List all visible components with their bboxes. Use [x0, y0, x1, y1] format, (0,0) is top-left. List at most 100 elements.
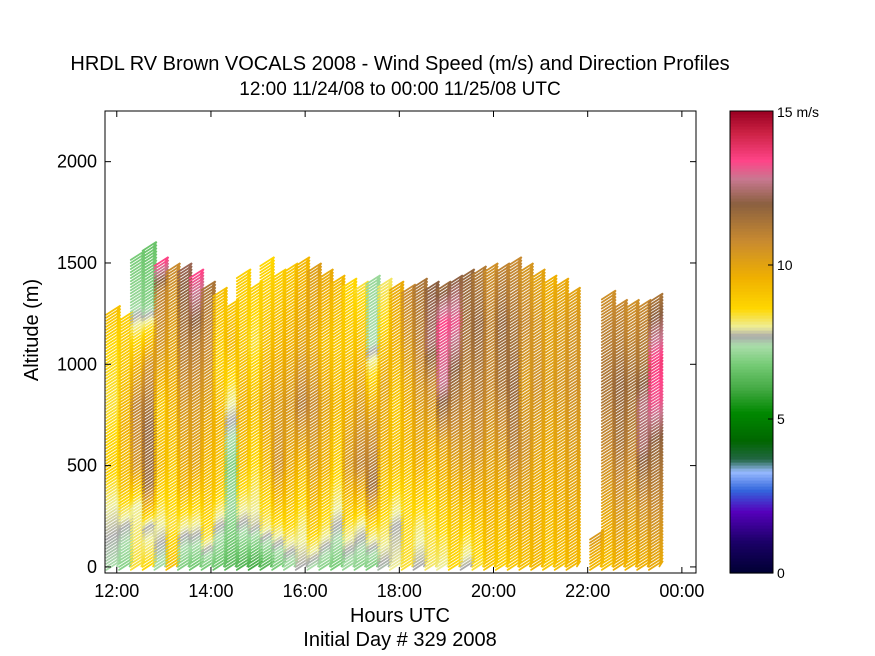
- wind-barb: [565, 529, 582, 541]
- wind-barb: [648, 295, 664, 307]
- wind-barb: [565, 560, 582, 571]
- colorbar-band: [730, 501, 773, 505]
- wind-barb: [648, 493, 664, 504]
- wind-barb: [530, 274, 546, 286]
- x-tick-label: 18:00: [377, 581, 422, 601]
- wind-barb: [565, 487, 582, 498]
- colorbar-band: [730, 390, 773, 394]
- wind-barb: [565, 310, 582, 322]
- wind-barb: [648, 484, 664, 495]
- wind-barb: [565, 490, 582, 501]
- wind-barb: [506, 262, 523, 273]
- wind-barb: [565, 520, 582, 532]
- colorbar-band: [730, 540, 773, 544]
- colorbar-band: [730, 252, 773, 256]
- wind-barb: [648, 453, 664, 465]
- colorbar-band: [730, 315, 773, 319]
- wind-barb: [565, 481, 582, 492]
- colorbar-band: [730, 351, 773, 355]
- wind-barb: [259, 268, 276, 279]
- colorbar-band: [730, 564, 773, 568]
- wind-barb: [188, 277, 205, 289]
- wind-barb: [105, 304, 122, 316]
- colorbar-band: [730, 462, 773, 466]
- wind-barb: [648, 307, 664, 319]
- wind-profile: [506, 256, 523, 571]
- wind-barb: [648, 399, 664, 410]
- wind-barb: [105, 317, 122, 328]
- wind-barb: [648, 548, 664, 559]
- colorbar-band: [730, 174, 773, 178]
- wind-barb: [612, 298, 629, 310]
- wind-barb: [648, 338, 664, 349]
- wind-barb: [318, 268, 334, 279]
- wind-barb: [212, 295, 229, 307]
- wind-barb: [600, 298, 617, 310]
- wind-barb: [318, 277, 334, 289]
- wind-barb: [648, 435, 664, 447]
- wind-barb: [648, 554, 664, 565]
- wind-barb: [565, 484, 582, 495]
- wind-barb: [565, 286, 582, 298]
- wind-barb: [565, 350, 582, 362]
- wind-barb: [648, 508, 664, 520]
- colorbar-band: [730, 243, 773, 247]
- colorbar-band: [730, 294, 773, 298]
- colorbar-band: [730, 453, 773, 457]
- colorbar-band: [730, 276, 773, 280]
- colorbar-band: [730, 384, 773, 388]
- wind-barb: [565, 475, 582, 486]
- colorbar-band: [730, 405, 773, 409]
- colorbar-band: [730, 285, 773, 289]
- wind-barb: [259, 256, 276, 267]
- colorbar-band: [730, 339, 773, 343]
- colorbar-band: [730, 396, 773, 400]
- colorbar-band: [730, 483, 773, 487]
- colorbar-band: [730, 393, 773, 397]
- wind-barb: [565, 432, 582, 444]
- wind-barb: [648, 444, 664, 456]
- colorbar-band: [730, 489, 773, 493]
- wind-profile: [330, 274, 346, 571]
- wind-barb: [565, 393, 582, 404]
- wind-barb: [565, 541, 582, 553]
- colorbar-band: [730, 141, 773, 145]
- wind-barb: [648, 371, 664, 383]
- wind-barb: [648, 411, 664, 422]
- wind-barb: [648, 326, 664, 337]
- colorbar-band: [730, 126, 773, 130]
- wind-barb: [648, 447, 664, 459]
- wind-barb: [648, 459, 664, 471]
- colorbar-band: [730, 387, 773, 391]
- colorbar-band: [730, 354, 773, 358]
- wind-barb: [565, 496, 582, 507]
- wind-barb: [565, 526, 582, 538]
- colorbar-tick-label: 10: [777, 257, 793, 273]
- colorbar-band: [730, 201, 773, 205]
- colorbar-band: [730, 189, 773, 193]
- colorbar-band: [730, 177, 773, 181]
- wind-barb: [388, 280, 405, 292]
- colorbar-band: [730, 282, 773, 286]
- wind-barb: [648, 386, 664, 398]
- colorbar-band: [730, 399, 773, 403]
- wind-barb: [341, 280, 358, 292]
- colorbar-band: [730, 150, 773, 154]
- wind-barb: [565, 368, 582, 380]
- wind-barb: [648, 526, 664, 538]
- wind-barb: [565, 420, 582, 431]
- wind-barb: [648, 402, 664, 413]
- wind-barb: [648, 429, 664, 441]
- wind-barb: [200, 280, 217, 292]
- wind-barb: [565, 472, 582, 483]
- wind-barb: [648, 438, 664, 450]
- wind-barb: [506, 259, 523, 270]
- wind-barb: [565, 523, 582, 535]
- colorbar-band: [730, 378, 773, 382]
- wind-barb: [565, 356, 582, 368]
- wind-barb: [565, 341, 582, 352]
- wind-barb: [648, 417, 664, 428]
- wind-barb: [341, 283, 358, 295]
- wind-barb: [141, 259, 158, 270]
- wind-barb: [553, 277, 570, 289]
